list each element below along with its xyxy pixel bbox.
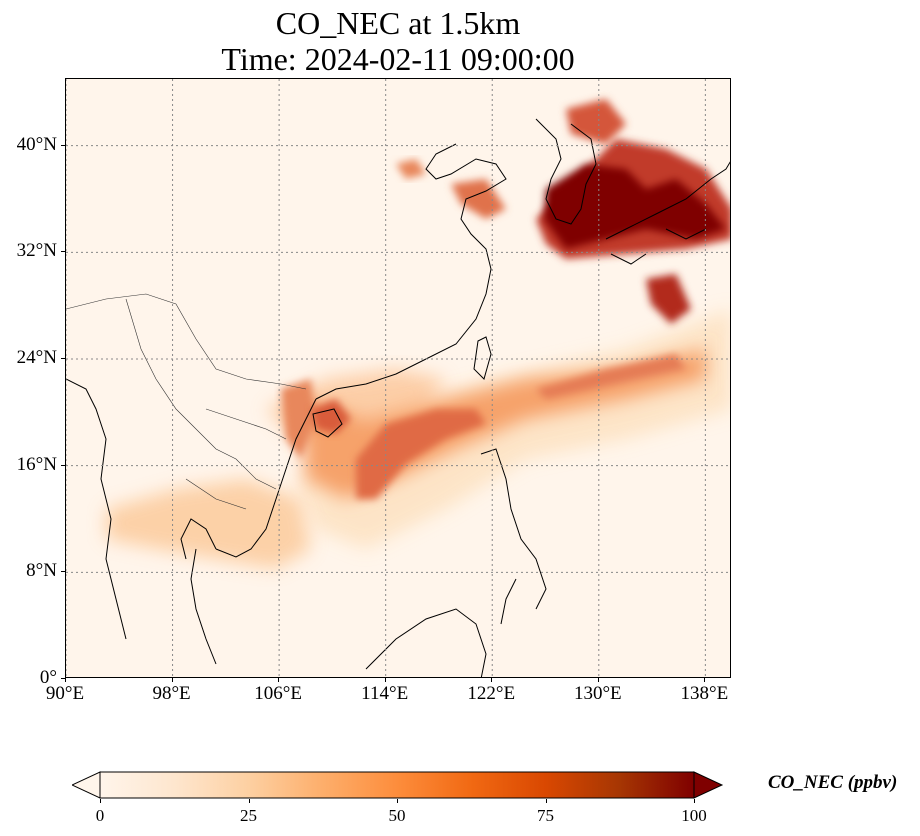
lat-tick-mark-0 — [61, 678, 65, 679]
country-borders — [66, 293, 307, 510]
plume-korea-japan-core — [544, 164, 726, 249]
lat-tick-label-4: 32°N — [16, 240, 57, 262]
coast-myanmar — [66, 378, 127, 640]
colorbar-tick-mark-3 — [545, 799, 547, 803]
lon-tick-label-1: 98°E — [152, 683, 191, 704]
coast-thailand-gulf — [180, 518, 217, 560]
colorbar-tick-mark-0 — [100, 799, 101, 803]
coast-indochina — [190, 398, 317, 665]
colorbar-tick-mark-1 — [248, 799, 250, 803]
lat-tick-label-2: 16°N — [16, 453, 57, 475]
concentration-field — [106, 99, 730, 569]
coast-korea — [535, 118, 597, 225]
colorbar-extend-high — [693, 771, 724, 799]
lon-tick-mark-6 — [704, 678, 706, 682]
plume-northeast-extra — [566, 99, 626, 144]
map-timestamp: Time: 2024-02-11 09:00:00 — [221, 41, 575, 77]
lon-tick-label-0: 90°E — [45, 683, 85, 704]
lat-tick-mark-4 — [61, 251, 65, 253]
lon-tick-label-2: 106°E — [254, 683, 302, 704]
plume-indochina — [106, 479, 311, 569]
plume-bohai — [396, 159, 426, 179]
lat-tick-label-1: 8°N — [26, 560, 57, 582]
lon-tick-mark-4 — [491, 678, 493, 682]
lon-tick-mark-1 — [171, 678, 173, 682]
coast-borneo — [365, 608, 487, 677]
lat-tick-label-5: 40°N — [16, 133, 57, 155]
colorbar-tick-label-2: 50 — [388, 806, 406, 825]
colorbar-tick-mark-4 — [694, 799, 695, 803]
lat-tick-mark-5 — [61, 144, 65, 146]
coast-china — [315, 143, 507, 400]
coast-hainan — [312, 408, 343, 438]
lat-tick-mark-2 — [61, 464, 65, 466]
plume-scs-core — [356, 409, 486, 499]
lat-tick-label-0: 0° — [39, 667, 57, 688]
lat-tick-mark-1 — [61, 571, 65, 573]
coast-japan — [605, 161, 730, 265]
plume-ryukyu — [536, 354, 686, 399]
colorbar-tick-mark-2 — [397, 799, 398, 803]
gridlines — [66, 79, 730, 677]
coast-taiwan — [473, 336, 492, 380]
colorbar-tick-label-3: 75 — [537, 806, 554, 825]
plume-vietnam-coast — [281, 379, 316, 459]
map-title: CO_NEC at 1.5km — [275, 5, 521, 41]
lat-tick-label-3: 24°N — [16, 347, 57, 368]
colorbar-body — [99, 771, 695, 799]
lon-tick-mark-2 — [278, 678, 280, 682]
coastlines — [66, 118, 730, 677]
lon-tick-label-6: 138°E — [680, 683, 729, 704]
lon-tick-label-3: 114°E — [361, 683, 409, 704]
plume-yellow-sea — [451, 179, 506, 219]
map-canvas — [66, 79, 730, 677]
map-panel — [65, 78, 731, 678]
lon-tick-mark-0 — [65, 678, 66, 682]
lat-tick-mark-3 — [61, 358, 65, 359]
colorbar — [72, 771, 724, 799]
lon-tick-mark-5 — [597, 678, 599, 682]
coast-philippines — [480, 448, 547, 625]
colorbar-label: CO_NEC (ppbv) — [768, 772, 898, 793]
colorbar-tick-label-4: 100 — [681, 806, 707, 825]
lon-tick-label-5: 130°E — [573, 683, 622, 704]
lon-tick-mark-3 — [384, 678, 386, 682]
lon-tick-label-4: 122°E — [467, 683, 516, 704]
colorbar-tick-label-1: 25 — [240, 806, 257, 825]
plume-south-japan — [646, 274, 691, 324]
colorbar-extend-low — [72, 771, 101, 799]
border-lines — [66, 293, 307, 510]
colorbar-tick-label-0: 0 — [95, 806, 105, 825]
